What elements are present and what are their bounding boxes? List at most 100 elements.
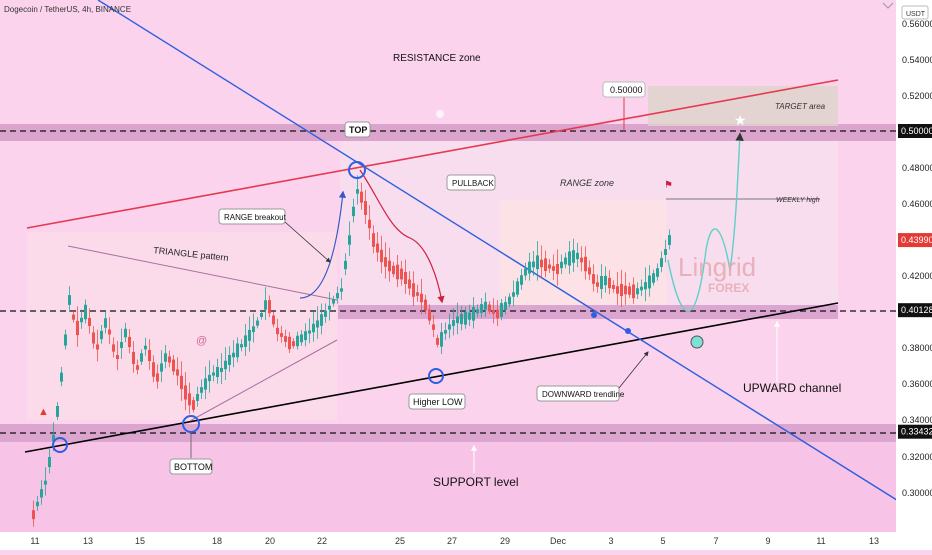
y-tick-label: 0.34000	[902, 415, 932, 425]
candle-body	[528, 261, 531, 274]
svg-text:0.43990: 0.43990	[901, 235, 932, 245]
candle-body	[236, 343, 239, 358]
candle-body	[232, 352, 235, 358]
currency-badge: USDT	[901, 5, 929, 20]
candle-body	[48, 456, 51, 468]
candle-body	[568, 251, 571, 266]
support-level-label: SUPPORT level	[433, 475, 519, 489]
candle-body	[464, 311, 467, 325]
range-breakout-label[interactable]: RANGE breakout	[218, 208, 331, 263]
touch-point-1	[591, 312, 597, 318]
x-tick-label: 29	[500, 536, 510, 546]
upward-channel-label: UPWARD channel	[743, 381, 841, 395]
candle-body	[40, 489, 43, 498]
candle-body	[384, 257, 387, 267]
candle-body	[652, 273, 655, 283]
candle-body	[340, 288, 343, 292]
candle-body	[444, 330, 447, 334]
collapse-button[interactable]	[880, 0, 896, 12]
candle-body	[220, 367, 223, 373]
y-tick-label: 0.30000	[902, 488, 932, 498]
candle-body	[368, 219, 371, 229]
candle-body	[52, 434, 55, 442]
svg-text:0.50000: 0.50000	[901, 126, 932, 136]
candle-body	[664, 249, 667, 255]
candle-body	[268, 300, 271, 314]
zoom-icon[interactable]	[690, 335, 704, 349]
candle-body	[92, 332, 95, 344]
downward-trendline-label[interactable]: DOWNWARD trendline	[536, 351, 649, 402]
candle-body	[316, 320, 319, 328]
candle-body	[504, 302, 507, 310]
candle-body	[588, 267, 591, 275]
candle-body	[124, 328, 127, 338]
candle-body	[644, 282, 647, 290]
candle-body	[548, 264, 551, 269]
target-area-box	[648, 86, 838, 126]
bottom-marker[interactable]	[182, 415, 200, 433]
candle-body	[472, 306, 475, 321]
candle-body	[432, 324, 435, 330]
candle-body	[396, 264, 399, 280]
svg-text:Higher LOW: Higher LOW	[413, 397, 463, 407]
breakout-curve	[299, 190, 346, 299]
candle-body	[580, 257, 583, 263]
candle-body	[500, 303, 503, 317]
top-label[interactable]: TOP	[344, 121, 371, 138]
support-zone-band	[0, 424, 896, 442]
candle-body	[556, 263, 559, 275]
candle-body	[484, 301, 487, 310]
candle-body	[668, 235, 671, 245]
rocket-icon: ▲	[38, 406, 49, 418]
top-marker[interactable]	[348, 161, 366, 179]
candle-body	[260, 313, 263, 317]
time-axis[interactable]	[0, 532, 932, 550]
svg-text:RANGE breakout: RANGE breakout	[224, 213, 287, 222]
svg-text:USDT: USDT	[906, 11, 926, 18]
candle-body	[284, 336, 287, 342]
candle-body	[552, 266, 555, 271]
downward-trendline	[97, 0, 901, 503]
candle-body	[252, 326, 255, 333]
candle-body	[84, 304, 87, 320]
candle-body	[512, 292, 515, 297]
pullback-label[interactable]: PULLBACK	[446, 174, 496, 191]
candle-body	[408, 279, 411, 289]
higher-low-marker[interactable]	[428, 368, 444, 384]
candle-body	[540, 259, 543, 268]
candle-body	[140, 353, 143, 362]
candle-body	[404, 271, 407, 285]
candle-body	[192, 400, 195, 410]
candle-body	[392, 265, 395, 275]
candle-body	[320, 314, 323, 326]
candles-layer	[32, 175, 671, 527]
higher-low-label[interactable]: Higher LOW	[408, 393, 466, 410]
price-badge-level: 0.40128	[898, 303, 932, 318]
x-tick-label: 25	[395, 536, 405, 546]
x-tick-labels: 11 13 15 18 20 22 25 27 29 Dec 3 5 7 9 11 13	[30, 536, 879, 546]
candle-body	[636, 288, 639, 295]
candle-body	[324, 310, 327, 317]
target-price-tag[interactable]: 0.50000	[602, 81, 646, 98]
candle-body	[276, 327, 279, 335]
projection-path	[667, 132, 744, 312]
watermark-line1: Lingrid	[678, 252, 756, 282]
bottom-label[interactable]: BOTTOM	[169, 434, 213, 475]
candle-body	[36, 501, 39, 507]
candle-body	[356, 189, 359, 194]
price-axis[interactable]	[896, 0, 932, 532]
candle-body	[244, 335, 247, 347]
candle-body	[104, 318, 107, 328]
candle-body	[576, 252, 579, 260]
x-tick-label: 9	[765, 536, 770, 546]
candle-body	[148, 349, 151, 362]
candle-body	[296, 335, 299, 347]
candle-body	[424, 299, 427, 311]
triangle-lower-edge	[189, 339, 338, 422]
candle-body	[212, 372, 215, 376]
candle-body	[592, 274, 595, 284]
start-marker[interactable]	[52, 437, 68, 453]
candle-body	[656, 268, 659, 277]
